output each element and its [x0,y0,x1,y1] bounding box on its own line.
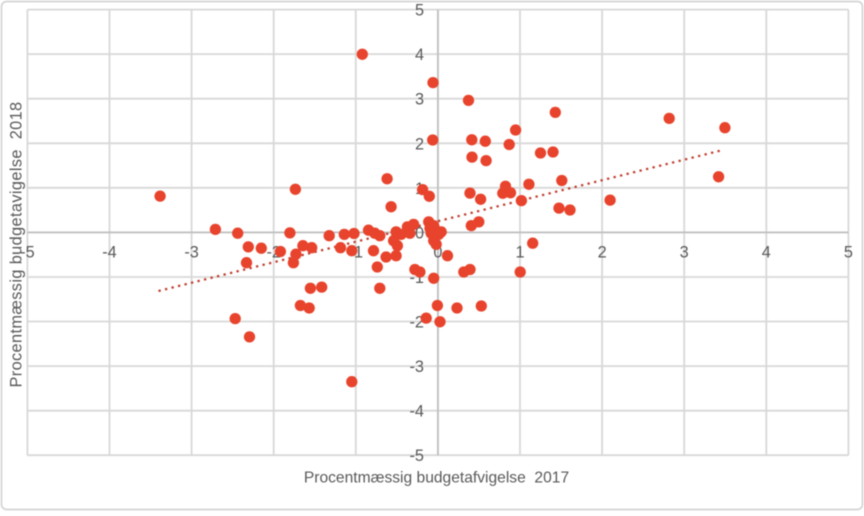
svg-text:-3: -3 [184,244,198,262]
svg-text:3: 3 [415,91,424,109]
svg-text:0: 0 [433,244,442,262]
svg-text:3: 3 [680,244,689,262]
svg-text:Procentmæssig budgetafvigelse: Procentmæssig budgetafvigelse 2017 [304,470,569,487]
svg-text:0: 0 [415,224,424,242]
svg-text:5: 5 [415,2,424,20]
svg-text:2: 2 [598,244,607,262]
svg-text:-4: -4 [410,403,424,421]
svg-text:4: 4 [415,46,424,64]
svg-text:-4: -4 [102,244,116,262]
svg-text:-2: -2 [410,314,424,332]
svg-text:-5: -5 [20,244,34,262]
svg-text:1: 1 [515,244,524,262]
svg-text:-3: -3 [410,358,424,376]
svg-text:-5: -5 [410,447,424,465]
svg-text:4: 4 [762,244,771,262]
svg-text:5: 5 [844,244,853,262]
svg-text:2: 2 [415,135,424,153]
svg-text:Procentmæssig budgetavigelse: Procentmæssig budgetavigelse 2018 [8,101,26,387]
